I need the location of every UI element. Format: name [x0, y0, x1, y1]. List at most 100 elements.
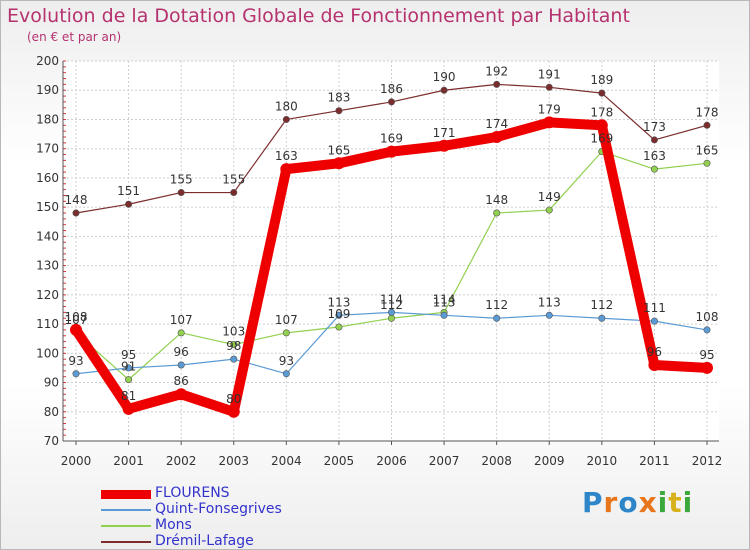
data-label: 190	[433, 70, 456, 84]
legend-label: Quint-Fonsegrives	[155, 501, 282, 517]
data-label: 108	[65, 310, 88, 324]
x-tick-label: 2009	[534, 454, 565, 468]
data-label: 91	[121, 360, 136, 374]
data-label: 107	[65, 313, 88, 327]
data-label: 95	[699, 348, 714, 362]
data-point	[177, 329, 185, 337]
data-point	[72, 209, 80, 217]
data-label: 112	[485, 298, 508, 312]
x-tick-label: 2001	[113, 454, 144, 468]
data-point	[703, 159, 711, 167]
x-tick-label: 2002	[166, 454, 197, 468]
x-tick-label: 2006	[376, 454, 407, 468]
data-label: 107	[275, 313, 298, 327]
y-tick-label: 120	[36, 288, 59, 302]
x-tick-label: 2000	[61, 454, 92, 468]
series-layer	[70, 80, 713, 418]
data-label: 96	[647, 345, 662, 359]
data-point	[282, 115, 290, 123]
data-point	[440, 311, 448, 319]
y-tick-label: 80	[44, 405, 59, 419]
data-label: 96	[174, 345, 189, 359]
y-tick-label: 190	[36, 83, 59, 97]
proxiti-logo: Proxiti	[582, 486, 694, 519]
data-label: 179	[538, 102, 561, 116]
data-point	[703, 326, 711, 334]
y-tick-label: 130	[36, 259, 59, 273]
data-label: 86	[174, 374, 189, 388]
data-point	[387, 308, 395, 316]
data-point	[543, 116, 556, 129]
data-label: 174	[485, 117, 508, 131]
x-tick-label: 2012	[692, 454, 723, 468]
data-label: 113	[538, 295, 561, 309]
data-label: 113	[433, 295, 456, 309]
x-tick-label: 2008	[481, 454, 512, 468]
data-point	[125, 376, 133, 384]
x-tick-label: 2003	[218, 454, 249, 468]
chart-subtitle: (en € et par an)	[27, 30, 122, 44]
data-point	[703, 121, 711, 129]
data-label: 180	[275, 99, 298, 113]
y-tick-label: 140	[36, 229, 59, 243]
data-point	[648, 359, 661, 371]
data-point	[282, 370, 290, 378]
y-tick-label: 180	[36, 112, 59, 126]
data-label: 95	[121, 348, 136, 362]
data-label: 109	[327, 307, 350, 321]
y-tick-label: 160	[36, 171, 59, 185]
data-label: 169	[380, 132, 403, 146]
data-label: 163	[643, 149, 666, 163]
data-label-layer: 148 151 155 155 180 183 186 190 192 191 189 173 178 1…	[65, 64, 719, 405]
axis-layer: 7080901001101201301401501601701801902002…	[36, 54, 722, 468]
data-point	[598, 89, 606, 97]
data-point	[175, 388, 188, 401]
data-label: 108	[696, 310, 719, 324]
x-tick-label: 2005	[324, 454, 355, 468]
data-point	[125, 200, 133, 208]
data-label: 93	[68, 354, 83, 368]
data-point	[332, 157, 345, 170]
data-point	[438, 139, 451, 152]
data-label: 148	[485, 193, 508, 207]
data-label: 163	[275, 149, 298, 163]
data-point	[493, 80, 501, 88]
y-tick-label: 70	[44, 434, 59, 448]
data-point	[701, 361, 713, 374]
data-label: 155	[170, 173, 193, 187]
x-tick-label: 2010	[587, 454, 618, 468]
data-label: 80	[226, 392, 241, 406]
data-point	[598, 314, 606, 322]
x-tick-label: 2011	[639, 454, 670, 468]
data-point	[545, 83, 553, 91]
data-point	[122, 402, 135, 415]
y-tick-label: 100	[36, 346, 59, 360]
data-label: 155	[222, 173, 245, 187]
data-label: 81	[121, 389, 136, 403]
data-label: 191	[538, 67, 561, 81]
data-point	[490, 131, 503, 143]
data-label: 165	[696, 143, 719, 157]
data-point	[650, 165, 658, 173]
data-point	[280, 163, 293, 176]
data-point	[493, 209, 501, 217]
chart-title: Evolution de la Dotation Globale de Fonc…	[7, 5, 630, 27]
data-label: 178	[696, 105, 719, 119]
data-label: 112	[590, 298, 613, 312]
data-point	[545, 206, 553, 214]
data-label: 148	[65, 193, 88, 207]
data-label: 165	[327, 143, 350, 157]
data-point	[387, 98, 395, 106]
data-label: 149	[538, 190, 561, 204]
data-label: 151	[117, 184, 140, 198]
x-tick-label: 2007	[429, 454, 460, 468]
data-label: 113	[327, 295, 350, 309]
data-point	[595, 119, 608, 132]
data-point	[230, 341, 238, 349]
data-point	[545, 311, 553, 319]
data-label: 114	[380, 292, 403, 306]
data-label: 171	[433, 126, 456, 140]
data-point	[227, 405, 240, 418]
data-point	[125, 364, 133, 372]
